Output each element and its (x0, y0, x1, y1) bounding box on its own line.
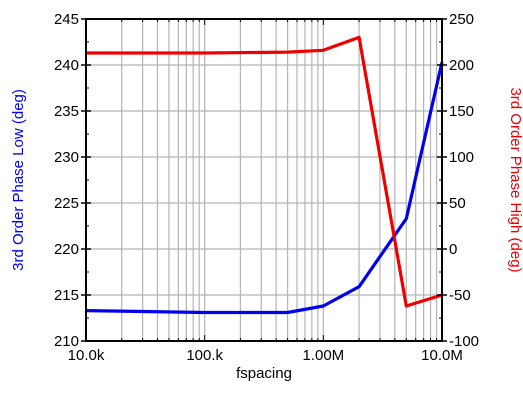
y-left-tick-label: 220 (54, 241, 79, 258)
series-layer (85, 35, 444, 315)
y-right-tick-label: -50 (449, 287, 471, 304)
y-left-axis-title: 3rd Order Phase Low (deg) (10, 89, 27, 271)
y-right-tick-label: 150 (449, 103, 474, 120)
y-right-tick-label: 0 (449, 241, 457, 258)
y-left-tick-label: 225 (54, 195, 79, 212)
y-right-tick-label: 50 (449, 195, 466, 212)
y-left-tick-label: 245 (54, 11, 79, 28)
y-right-tick-label: 250 (449, 11, 474, 28)
tick-labels: 10.0k 100.k 1.00M 10.0M 210 215 220 225 230 235 24… (54, 11, 479, 364)
x-tick-label: 1.00M (302, 347, 344, 364)
y-left-tick-label: 215 (54, 287, 79, 304)
y-left-tick-label: 235 (54, 103, 79, 120)
y-right-axis-title: 3rd Order Phase High (deg) (507, 87, 523, 272)
y-left-tick-label: 210 (54, 333, 79, 350)
x-axis-title: fspacing (236, 365, 292, 382)
x-tick-label: 10.0M (421, 347, 463, 364)
y-left-tick-label: 240 (54, 57, 79, 74)
grid (86, 19, 442, 341)
y-left-tick-label: 230 (54, 149, 79, 166)
plot-frame (85, 18, 443, 342)
y-right-tick-label: 200 (449, 57, 474, 74)
series-line-left (85, 61, 444, 315)
x-tick-label: 100.k (186, 347, 223, 364)
y-right-tick-label: 100 (449, 149, 474, 166)
y-right-tick-label: -100 (449, 333, 479, 350)
ticks (81, 18, 447, 342)
x-tick-label: 10.0k (68, 347, 105, 364)
series-line-right (86, 35, 443, 308)
